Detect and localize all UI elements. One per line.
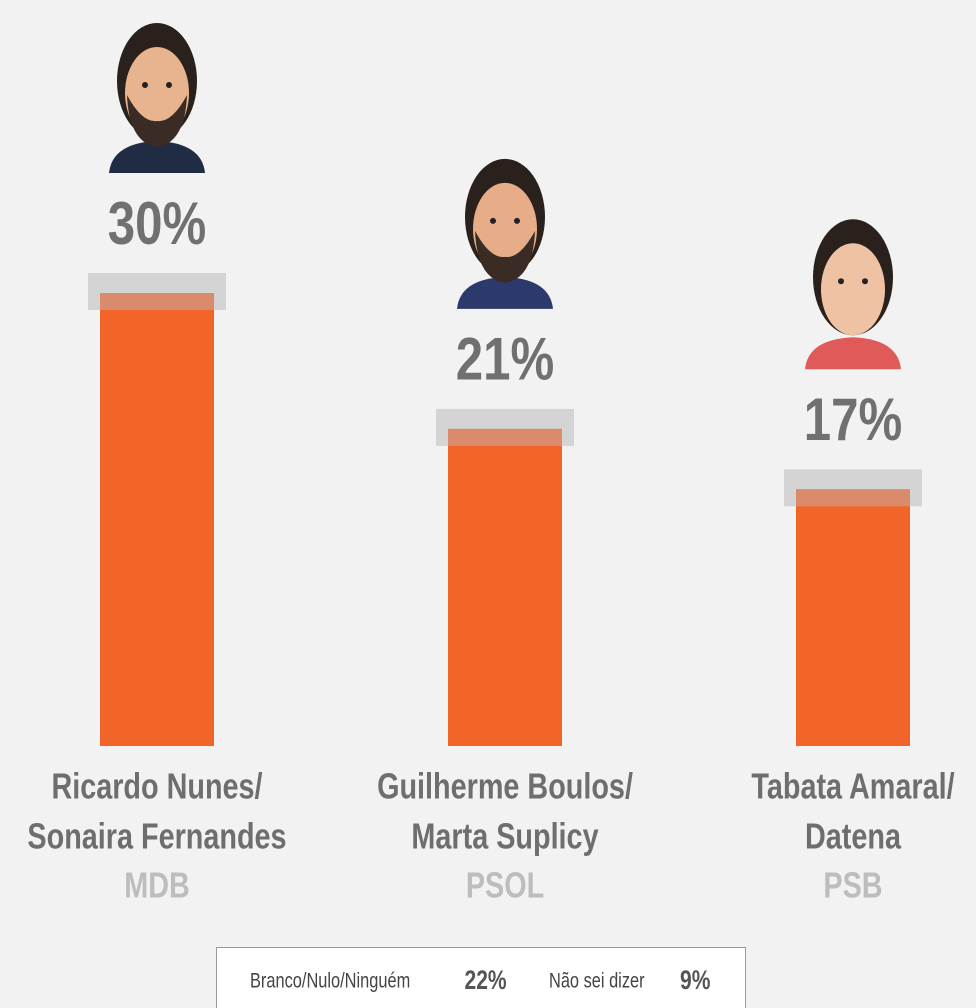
value-label: 21% (456, 325, 554, 393)
candidate-name: Datena (805, 815, 902, 856)
candidate-name: Ricardo Nunes/ (51, 765, 262, 806)
bar (100, 293, 214, 746)
portrait-face (821, 243, 885, 335)
candidate-name: Guilherme Boulos/ (377, 765, 633, 806)
footer-label: Não sei dizer (549, 969, 645, 992)
portrait-eye (490, 218, 496, 224)
band-overlap (796, 489, 910, 506)
party-label: PSOL (466, 864, 544, 905)
chart: Branco/Nulo/Ninguém 22% Não sei dizer 9%… (0, 0, 976, 1008)
footer-value: 22% (465, 966, 507, 996)
party-label: PSB (823, 864, 882, 905)
portrait-eye (514, 218, 520, 224)
candidate-name: Marta Suplicy (411, 815, 598, 856)
portrait-eye (862, 278, 868, 284)
name-group: Sonaira Fernandes (27, 815, 286, 856)
name-group: Datena (805, 815, 902, 856)
portrait-eye (142, 82, 148, 88)
value-label-group: 21% (456, 325, 554, 393)
name-group: Tabata Amaral/ (751, 765, 954, 806)
value-label-group: 17% (804, 385, 902, 453)
bar (448, 429, 562, 746)
party-label: MDB (124, 864, 190, 905)
portrait-eye (838, 278, 844, 284)
name-group: Ricardo Nunes/ (51, 765, 262, 806)
value-label-group: 30% (108, 189, 206, 257)
party-group: MDB (124, 864, 190, 905)
candidate-name: Tabata Amaral/ (751, 765, 954, 806)
bar (796, 489, 910, 746)
footer-label: Branco/Nulo/Ninguém (250, 969, 410, 992)
band-overlap (448, 429, 562, 446)
portrait-eye (166, 82, 172, 88)
value-label: 17% (804, 385, 902, 453)
name-group: Marta Suplicy (411, 815, 598, 856)
value-label: 30% (108, 189, 206, 257)
candidate-name: Sonaira Fernandes (27, 815, 286, 856)
footer-value: 9% (680, 966, 710, 996)
footer-item: Branco/Nulo/Ninguém 22% (250, 966, 507, 996)
name-group: Guilherme Boulos/ (377, 765, 633, 806)
footer-item: Não sei dizer 9% (549, 966, 710, 996)
party-group: PSOL (466, 864, 544, 905)
band-overlap (100, 293, 214, 310)
party-group: PSB (823, 864, 882, 905)
